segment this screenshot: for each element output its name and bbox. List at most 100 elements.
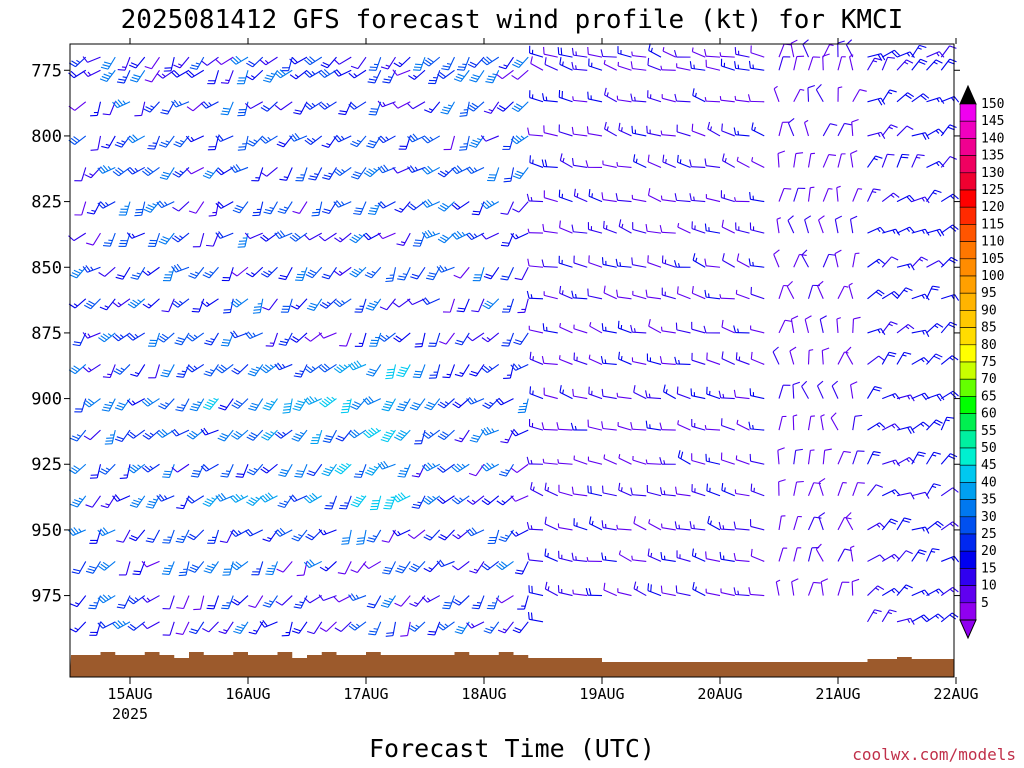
wind-barb [881,153,895,168]
wind-barb [443,135,456,151]
wind-barb [500,201,515,215]
wind-barb [630,421,647,431]
wind-barb [647,90,662,103]
wind-barb [573,324,588,334]
wind-barb [142,298,160,309]
wind-barb [381,398,396,412]
wind-barb [71,561,87,575]
wind-barb [440,101,455,115]
wind-barb [750,548,765,562]
wind-barb [529,386,544,400]
wind-barb [259,620,278,628]
wind-barb [396,398,411,412]
wind-barb [822,123,838,137]
wind-barb [510,232,529,240]
x-tick-label: 20AUG [697,685,742,703]
wind-barb [423,529,441,541]
wind-barb [230,266,249,277]
wind-barb [251,167,264,182]
wind-barb [881,256,899,268]
wind-barb [481,560,500,571]
wind-barb [791,578,799,596]
wind-barb [881,553,900,562]
colorbar-swatch [959,447,977,466]
colorbar-swatch [959,464,977,483]
wind-barb [704,223,721,234]
wind-barb [818,477,826,496]
colorbar-label: 140 [981,131,1004,146]
wind-barb [127,429,146,439]
wind-barb [220,70,234,84]
wind-barb [119,464,131,479]
wind-barb [719,96,735,103]
colorbar-swatch [959,224,977,242]
wind-barb [558,189,573,203]
wind-barb [354,298,367,313]
wind-barb [750,483,765,497]
wind-barb [530,482,544,497]
wind-barb [734,489,750,497]
wind-barb [801,249,809,268]
wind-barb [260,463,278,474]
wind-barb [691,352,706,365]
wind-barb [601,388,617,400]
wind-barb [692,88,706,103]
wind-barb [141,621,160,630]
wind-barb [97,621,116,629]
wind-barb [512,621,529,634]
wind-barb [837,56,846,71]
colorbar-label: 5 [981,596,989,611]
colorbar: 1501451401351301251201151101051009590858… [959,84,1004,640]
colorbar-label: 65 [981,389,997,404]
wind-barb [558,550,573,562]
wind-barb [691,321,706,334]
wind-barb [377,135,396,144]
wind-barb [896,351,912,365]
wind-barb [630,487,647,497]
wind-barb [318,101,337,110]
wind-barb [527,127,544,137]
wind-barb [112,332,131,342]
wind-barb [852,316,861,333]
credit-label: coolwx.com/models [852,745,1016,764]
wind-barb [544,482,558,497]
wind-barb [466,621,485,629]
wind-barb [142,429,160,440]
colorbar-label: 150 [981,97,1004,112]
wind-barb [189,621,205,635]
wind-barb [542,323,558,334]
wind-barb [483,101,500,114]
wind-barb [231,398,249,409]
wind-barb [632,222,647,234]
wind-barb [471,595,485,610]
wind-barb [807,152,816,168]
wind-barb [778,319,793,334]
wind-barb [645,459,662,465]
wind-barb [541,422,558,431]
wind-barb [274,230,293,240]
wind-barb [158,135,175,148]
wind-barb [422,495,441,505]
wind-barb [280,298,293,313]
wind-barb [572,388,588,400]
wind-barb [366,595,382,609]
wind-barb [801,380,809,399]
wind-barb [116,595,131,609]
wind-barb [647,583,662,597]
wind-barb [867,289,885,300]
wind-barb [104,429,116,445]
wind-barb [293,364,308,378]
wind-barb [720,588,735,597]
wind-barb [896,517,912,531]
wind-barb [517,398,529,414]
wind-barb [941,95,960,103]
wind-barb [421,199,440,208]
wind-barb [469,364,485,377]
wind-barb [456,298,470,313]
wind-barb [281,621,293,637]
wind-barb [252,298,264,314]
wind-barb [618,482,632,497]
wind-barb [85,561,101,574]
wind-barb [437,463,455,473]
wind-barb [396,232,411,246]
